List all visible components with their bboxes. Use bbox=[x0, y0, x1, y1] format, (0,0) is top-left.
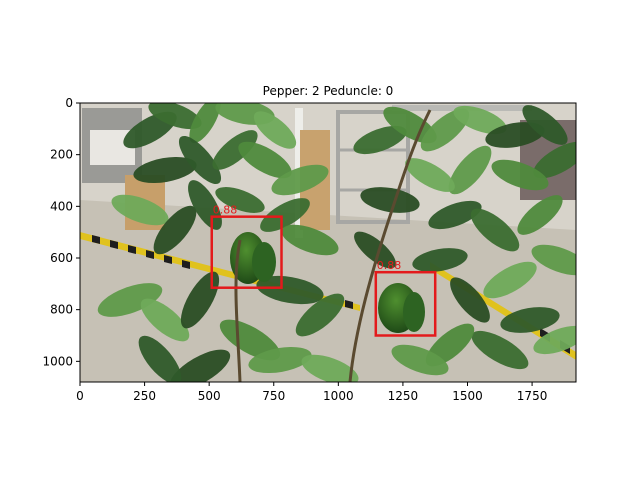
leaf bbox=[215, 187, 265, 213]
leaf bbox=[533, 141, 576, 179]
leaf bbox=[212, 130, 258, 170]
leaf bbox=[133, 156, 197, 184]
leaf bbox=[360, 187, 420, 213]
leaf bbox=[448, 145, 492, 195]
leaf bbox=[140, 298, 190, 342]
leaf bbox=[485, 122, 545, 148]
leaf bbox=[248, 346, 312, 374]
leaf bbox=[97, 283, 163, 317]
leaf bbox=[253, 111, 297, 149]
x-axis: 0 250 500 750 1000 1250 1500 1750 bbox=[76, 382, 547, 403]
x-tick-label: 750 bbox=[262, 389, 285, 403]
y-tick-label: 400 bbox=[50, 199, 73, 213]
leaf bbox=[301, 354, 359, 382]
x-tick-label: 1750 bbox=[517, 389, 548, 403]
photo-scene bbox=[80, 103, 576, 382]
y-tick-label: 0 bbox=[65, 96, 73, 110]
detection-overlay: 0.88 0.88 bbox=[210, 204, 437, 337]
leaf bbox=[470, 208, 520, 252]
leaf bbox=[428, 200, 482, 230]
pepper-2 bbox=[378, 283, 425, 333]
leaf bbox=[295, 293, 345, 337]
leaf bbox=[138, 335, 182, 382]
leaf bbox=[189, 103, 221, 144]
leaf bbox=[383, 106, 437, 144]
leaf bbox=[260, 198, 310, 232]
y-axis: 0 200 400 600 800 1000 bbox=[42, 96, 80, 368]
detection-box bbox=[374, 270, 437, 337]
x-tick-label: 1000 bbox=[323, 389, 354, 403]
leaf bbox=[517, 195, 563, 235]
leaf bbox=[238, 141, 292, 179]
leaf bbox=[471, 330, 529, 370]
leaf bbox=[180, 271, 220, 329]
leaf bbox=[491, 159, 549, 191]
plant-stems bbox=[234, 109, 432, 382]
leaf bbox=[148, 103, 202, 130]
leaf bbox=[153, 205, 197, 255]
detection-score-label: 0.88 bbox=[377, 259, 402, 272]
leaf bbox=[420, 108, 470, 152]
leaf bbox=[281, 224, 339, 256]
leaf bbox=[533, 325, 576, 355]
leaf bbox=[453, 105, 507, 135]
leaf bbox=[271, 164, 329, 196]
y-tick-label: 600 bbox=[50, 251, 73, 265]
leaf bbox=[111, 194, 169, 226]
x-tick-label: 1250 bbox=[388, 389, 419, 403]
x-tick-label: 0 bbox=[76, 389, 84, 403]
leaf bbox=[391, 344, 449, 376]
leaf bbox=[219, 319, 281, 361]
x-tick-label: 500 bbox=[198, 389, 221, 403]
y-tick-label: 1000 bbox=[42, 354, 73, 368]
leaf bbox=[500, 307, 560, 333]
leaf bbox=[354, 231, 396, 269]
axes-frame bbox=[79, 102, 577, 383]
leaf bbox=[483, 261, 537, 299]
plant-foliage bbox=[97, 103, 576, 382]
y-tick-label: 200 bbox=[50, 148, 73, 162]
leaf bbox=[353, 125, 407, 155]
leaf bbox=[412, 248, 468, 272]
leaf bbox=[169, 349, 231, 382]
leaf bbox=[178, 135, 222, 185]
leaf bbox=[256, 275, 324, 305]
leaf bbox=[522, 105, 568, 145]
y-tick-label: 800 bbox=[50, 303, 73, 317]
x-tick-label: 1500 bbox=[452, 389, 483, 403]
detection-box bbox=[210, 215, 283, 289]
leaf bbox=[450, 277, 490, 323]
x-tick-label: 250 bbox=[133, 389, 156, 403]
detection-score-label: 0.88 bbox=[213, 204, 238, 217]
leaf bbox=[405, 158, 455, 192]
leaf bbox=[531, 244, 576, 276]
figure-title: Pepper: 2 Peduncle: 0 bbox=[263, 84, 394, 98]
